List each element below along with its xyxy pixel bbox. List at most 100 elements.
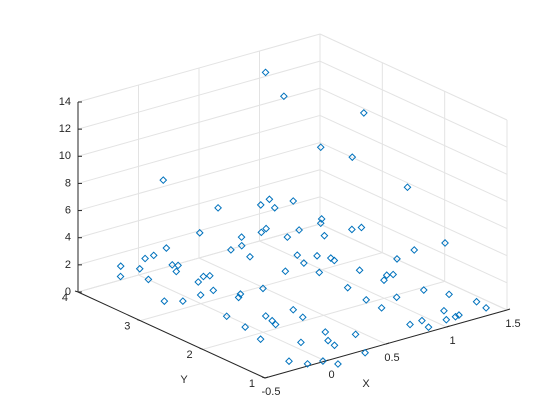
y-tick-label: 3	[124, 321, 130, 333]
point	[445, 290, 453, 299]
point	[348, 153, 357, 162]
point	[262, 224, 271, 233]
point	[316, 219, 325, 228]
point	[419, 286, 428, 294]
y-tick-label: 1	[249, 378, 255, 390]
grid-line	[319, 223, 508, 311]
point	[205, 271, 214, 280]
point	[256, 201, 265, 209]
point	[281, 267, 290, 276]
point	[279, 92, 288, 101]
x-axis	[264, 309, 508, 379]
grid-line	[202, 280, 445, 350]
point	[330, 341, 339, 350]
point	[268, 316, 277, 325]
x-tick-label: -0.5	[262, 386, 281, 398]
z-tick-label: 14	[59, 96, 71, 108]
grid-line	[319, 169, 508, 257]
grid-line	[77, 87, 321, 157]
grid-line	[319, 60, 508, 148]
point	[410, 246, 419, 254]
point	[116, 262, 125, 271]
point	[440, 306, 448, 315]
grid-line	[138, 274, 326, 362]
grid-layer	[77, 33, 508, 379]
point	[377, 303, 386, 312]
point	[403, 183, 412, 192]
point	[324, 336, 332, 345]
point	[285, 357, 293, 366]
x-tick-label: 1	[449, 335, 455, 347]
point-layer	[116, 68, 491, 368]
point	[389, 270, 398, 279]
point	[317, 215, 326, 223]
grid-line	[77, 169, 321, 239]
point	[380, 276, 388, 285]
grid-line	[77, 223, 321, 293]
grid-line	[319, 114, 508, 202]
point	[303, 359, 312, 368]
point	[283, 233, 292, 242]
point	[320, 231, 329, 240]
grid-line	[319, 87, 508, 175]
grid-line	[319, 142, 508, 230]
point	[265, 195, 274, 204]
point	[418, 316, 426, 325]
point	[160, 297, 169, 306]
point	[451, 312, 460, 321]
grid-line	[259, 240, 447, 328]
point	[246, 252, 254, 261]
z-tick-label: 6	[65, 204, 71, 216]
point	[441, 239, 449, 247]
point	[316, 143, 325, 152]
point	[313, 251, 321, 260]
point	[334, 360, 342, 368]
grid-line	[77, 60, 321, 130]
grid-line	[77, 114, 321, 184]
x-axis-label: X	[362, 378, 370, 390]
point	[144, 275, 153, 284]
point	[455, 311, 463, 319]
grid-line	[319, 196, 508, 284]
point	[149, 251, 158, 260]
point	[295, 226, 304, 234]
z-tick-label: 12	[59, 123, 71, 135]
point	[116, 272, 125, 281]
grid-line	[77, 33, 321, 103]
point	[347, 225, 356, 234]
point	[222, 312, 231, 321]
point	[319, 357, 327, 365]
point	[382, 271, 391, 280]
point	[195, 228, 204, 237]
point	[357, 223, 366, 232]
z-tick-label: 0	[65, 286, 71, 298]
point	[361, 348, 370, 357]
point	[174, 261, 183, 270]
point	[351, 330, 360, 339]
point	[199, 272, 208, 281]
point	[482, 303, 491, 312]
y-axis	[77, 291, 266, 379]
point	[261, 312, 270, 320]
point	[271, 320, 280, 329]
z-tick-label: 8	[65, 177, 71, 189]
y-tick-label: 2	[187, 349, 193, 361]
point	[392, 293, 401, 302]
point	[299, 259, 308, 267]
y-axis-label: Y	[180, 374, 188, 386]
point	[259, 284, 267, 293]
point	[256, 335, 265, 344]
point	[214, 203, 222, 212]
point	[159, 176, 168, 185]
point	[209, 286, 218, 295]
point	[315, 268, 324, 277]
point	[172, 267, 181, 276]
point	[472, 297, 481, 306]
point	[226, 245, 235, 254]
point	[257, 228, 266, 237]
grid-line	[319, 33, 508, 121]
point	[237, 233, 246, 242]
point	[362, 295, 371, 304]
x-tick-label: 0.5	[384, 352, 399, 364]
